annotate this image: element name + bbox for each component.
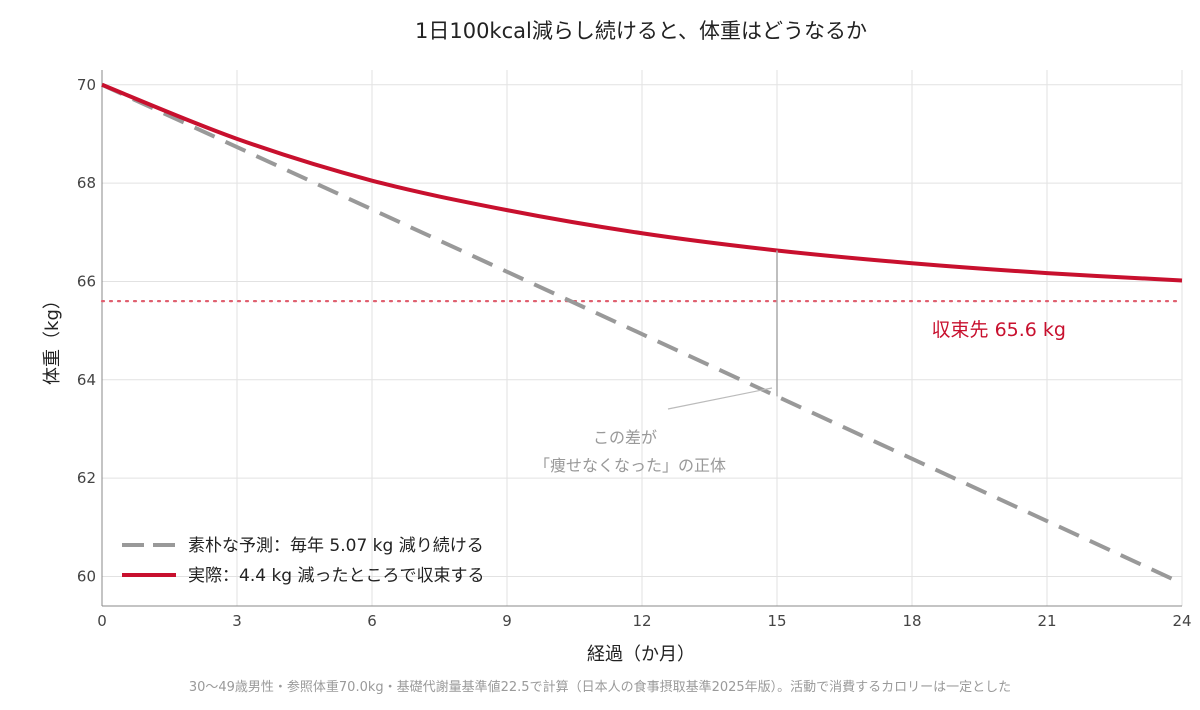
x-tick-label: 15 <box>767 612 786 630</box>
legend-label-naive: 素朴な予測：毎年 5.07 kg 減り続ける <box>188 536 484 556</box>
legend: 素朴な予測：毎年 5.07 kg 減り続ける 実際：4.4 kg 減ったところで… <box>122 536 484 586</box>
y-axis-label: 体重（kg） <box>42 291 63 385</box>
annotation-line2: 「痩せなくなった」の正体 <box>534 456 726 475</box>
x-tick-label: 9 <box>502 612 512 630</box>
x-tick-label: 3 <box>232 612 242 630</box>
annotation-line1: この差が <box>593 428 657 447</box>
y-tick-label: 70 <box>77 76 96 94</box>
x-tick-label: 6 <box>367 612 377 630</box>
y-tick-label: 64 <box>77 371 96 389</box>
series-layer <box>100 82 1184 586</box>
x-tick-label: 21 <box>1037 612 1056 630</box>
footnote: 30〜49歳男性・参照体重70.0kg・基礎代謝量基準値22.5で計算（日本人の… <box>188 680 1012 695</box>
x-tick-label: 0 <box>97 612 107 630</box>
x-tick-label: 12 <box>632 612 651 630</box>
chart-title: 1日100kcal減らし続けると、体重はどうなるか <box>415 19 867 43</box>
y-tick-label: 66 <box>77 272 96 290</box>
x-axis-label: 経過（か月） <box>587 644 695 665</box>
reference-label: 収束先 65.6 kg <box>932 319 1066 341</box>
y-tick-label: 62 <box>77 469 96 487</box>
x-tick-label: 24 <box>1172 612 1191 630</box>
y-tick-label: 68 <box>77 174 96 192</box>
annotation-pointer <box>667 387 773 410</box>
series-line-naive <box>101 82 1183 586</box>
legend-label-actual: 実際：4.4 kg 減ったところで収束する <box>188 566 484 586</box>
series-line-actual <box>101 82 1183 283</box>
tick-labels: 0 3 6 9 12 15 18 21 24 60 62 64 66 68 70 <box>77 76 1192 630</box>
axes <box>101 70 1182 607</box>
y-tick-label: 60 <box>77 567 96 585</box>
weight-chart: 1日100kcal減らし続けると、体重はどうなるか 0 3 6 9 12 15 18 21 24… <box>42 19 1192 665</box>
x-tick-label: 18 <box>902 612 921 630</box>
